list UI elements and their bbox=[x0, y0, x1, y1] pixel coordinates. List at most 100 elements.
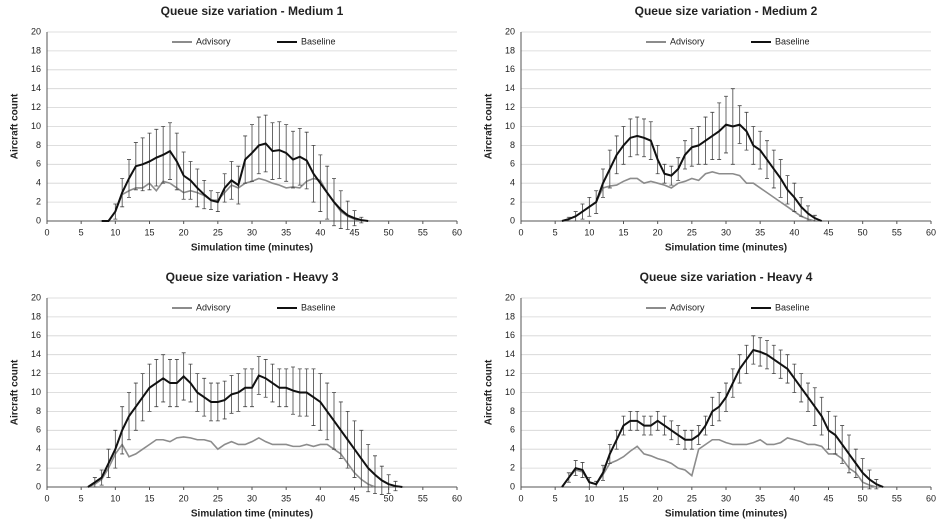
x-tick-label: 35 bbox=[755, 493, 765, 503]
y-tick-label: 4 bbox=[36, 178, 41, 188]
y-tick-label: 6 bbox=[510, 159, 515, 169]
x-tick-label: 20 bbox=[653, 227, 663, 237]
x-tick-label: 15 bbox=[144, 493, 154, 503]
legend-label: Baseline bbox=[775, 302, 810, 312]
chart-title: Queue size variation - Medium 1 bbox=[161, 4, 344, 18]
y-axis-label: Aircraft count bbox=[10, 359, 21, 425]
legend-label: Baseline bbox=[775, 36, 810, 46]
x-axis-label: Simulation time (minutes) bbox=[191, 243, 313, 254]
y-tick-label: 12 bbox=[505, 368, 515, 378]
x-tick-label: 20 bbox=[179, 493, 189, 503]
x-tick-label: 40 bbox=[315, 227, 325, 237]
y-tick-label: 14 bbox=[31, 349, 41, 359]
y-tick-label: 8 bbox=[510, 140, 515, 150]
series-line bbox=[101, 142, 369, 222]
y-tick-label: 12 bbox=[31, 368, 41, 378]
x-tick-label: 30 bbox=[721, 493, 731, 503]
y-tick-label: 18 bbox=[31, 311, 41, 321]
series-line bbox=[561, 123, 823, 222]
y-tick-label: 20 bbox=[505, 26, 515, 36]
x-tick-label: 50 bbox=[858, 493, 868, 503]
x-tick-label: 45 bbox=[349, 493, 359, 503]
x-tick-label: 10 bbox=[110, 493, 120, 503]
y-tick-label: 20 bbox=[31, 292, 41, 302]
x-tick-label: 45 bbox=[823, 227, 833, 237]
x-tick-label: 60 bbox=[452, 227, 462, 237]
x-tick-label: 30 bbox=[721, 227, 731, 237]
y-tick-label: 0 bbox=[510, 481, 515, 491]
x-tick-label: 45 bbox=[349, 227, 359, 237]
y-tick-label: 10 bbox=[505, 121, 515, 131]
x-tick-label: 25 bbox=[687, 493, 697, 503]
chart-title: Queue size variation - Heavy 4 bbox=[640, 270, 813, 284]
y-tick-label: 16 bbox=[31, 64, 41, 74]
x-tick-label: 40 bbox=[315, 493, 325, 503]
x-tick-label: 30 bbox=[247, 493, 257, 503]
y-tick-label: 4 bbox=[510, 178, 515, 188]
x-tick-label: 55 bbox=[892, 227, 902, 237]
x-tick-label: 50 bbox=[384, 227, 394, 237]
x-tick-label: 50 bbox=[384, 493, 394, 503]
legend-label: Advisory bbox=[196, 302, 231, 312]
y-axis-label: Aircraft count bbox=[484, 93, 495, 159]
y-tick-label: 20 bbox=[505, 292, 515, 302]
series-line bbox=[561, 171, 816, 222]
y-tick-label: 12 bbox=[31, 102, 41, 112]
y-tick-label: 0 bbox=[36, 215, 41, 225]
x-tick-label: 15 bbox=[144, 227, 154, 237]
x-tick-label: 40 bbox=[789, 493, 799, 503]
x-axis-label: Simulation time (minutes) bbox=[665, 243, 787, 254]
y-tick-label: 16 bbox=[31, 330, 41, 340]
x-tick-label: 50 bbox=[858, 227, 868, 237]
y-tick-label: 12 bbox=[505, 102, 515, 112]
legend-label: Baseline bbox=[301, 302, 336, 312]
y-tick-label: 2 bbox=[36, 462, 41, 472]
series-line bbox=[87, 374, 403, 488]
x-tick-label: 40 bbox=[789, 227, 799, 237]
x-axis-label: Simulation time (minutes) bbox=[191, 509, 313, 520]
x-tick-label: 55 bbox=[892, 493, 902, 503]
y-tick-label: 0 bbox=[36, 481, 41, 491]
chart-title: Queue size variation - Heavy 3 bbox=[166, 270, 339, 284]
y-tick-label: 14 bbox=[505, 83, 515, 93]
y-tick-label: 16 bbox=[505, 330, 515, 340]
x-tick-label: 0 bbox=[518, 227, 523, 237]
x-tick-label: 10 bbox=[584, 493, 594, 503]
y-tick-label: 8 bbox=[510, 406, 515, 416]
y-axis-label: Aircraft count bbox=[484, 359, 495, 425]
y-tick-label: 20 bbox=[31, 26, 41, 36]
x-tick-label: 60 bbox=[926, 493, 936, 503]
x-tick-label: 25 bbox=[213, 227, 223, 237]
x-tick-label: 45 bbox=[823, 493, 833, 503]
legend-label: Advisory bbox=[670, 36, 705, 46]
x-tick-label: 30 bbox=[247, 227, 257, 237]
x-tick-label: 0 bbox=[44, 493, 49, 503]
y-tick-label: 10 bbox=[31, 121, 41, 131]
x-tick-label: 55 bbox=[418, 493, 428, 503]
x-tick-label: 20 bbox=[179, 227, 189, 237]
y-tick-label: 14 bbox=[505, 349, 515, 359]
legend-label: Baseline bbox=[301, 36, 336, 46]
x-tick-label: 0 bbox=[518, 493, 523, 503]
chart-title: Queue size variation - Medium 2 bbox=[635, 4, 818, 18]
x-tick-label: 15 bbox=[618, 227, 628, 237]
y-tick-label: 8 bbox=[36, 140, 41, 150]
series-line bbox=[561, 348, 884, 488]
x-tick-label: 35 bbox=[281, 493, 291, 503]
x-tick-label: 5 bbox=[553, 227, 558, 237]
x-tick-label: 15 bbox=[618, 493, 628, 503]
legend-label: Advisory bbox=[670, 302, 705, 312]
y-tick-label: 16 bbox=[505, 64, 515, 74]
x-tick-label: 25 bbox=[687, 227, 697, 237]
y-tick-label: 18 bbox=[505, 45, 515, 55]
x-tick-label: 5 bbox=[553, 493, 558, 503]
series-line bbox=[87, 436, 376, 488]
x-axis-label: Simulation time (minutes) bbox=[665, 509, 787, 520]
x-tick-label: 25 bbox=[213, 493, 223, 503]
x-tick-label: 20 bbox=[653, 493, 663, 503]
x-tick-label: 5 bbox=[79, 227, 84, 237]
y-tick-label: 4 bbox=[36, 444, 41, 454]
y-tick-label: 6 bbox=[36, 425, 41, 435]
x-tick-label: 60 bbox=[452, 493, 462, 503]
